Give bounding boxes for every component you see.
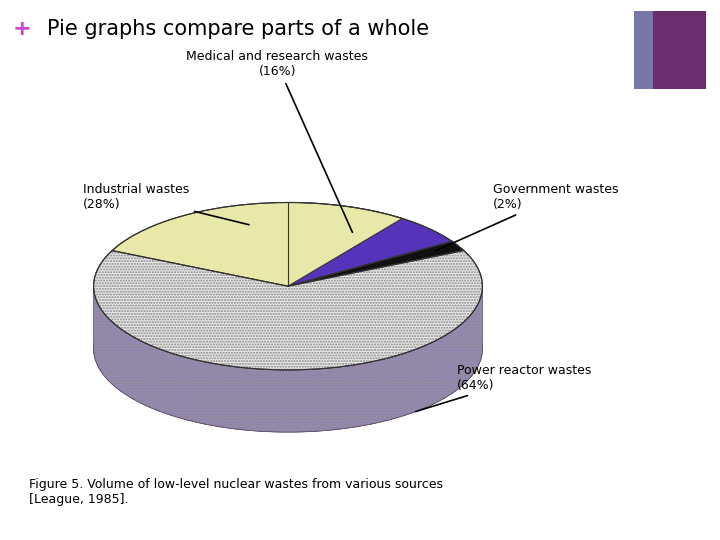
Ellipse shape <box>94 265 482 432</box>
Polygon shape <box>288 241 464 286</box>
Bar <box>634 11 653 89</box>
Polygon shape <box>112 202 402 286</box>
Polygon shape <box>94 251 482 370</box>
Text: Pie graphs compare parts of a whole: Pie graphs compare parts of a whole <box>47 19 429 39</box>
Text: +: + <box>13 19 32 39</box>
Polygon shape <box>288 202 452 286</box>
Text: Figure 5. Volume of low-level nuclear wastes from various sources
[League, 1985]: Figure 5. Volume of low-level nuclear wa… <box>29 478 443 506</box>
Text: Medical and research wastes
(16%): Medical and research wastes (16%) <box>186 50 368 232</box>
Text: Power reactor wastes
(64%): Power reactor wastes (64%) <box>415 364 592 411</box>
Bar <box>652 11 706 89</box>
Polygon shape <box>94 287 482 432</box>
Text: Industrial wastes
(28%): Industrial wastes (28%) <box>83 183 249 225</box>
Text: Government wastes
(2%): Government wastes (2%) <box>436 183 618 251</box>
